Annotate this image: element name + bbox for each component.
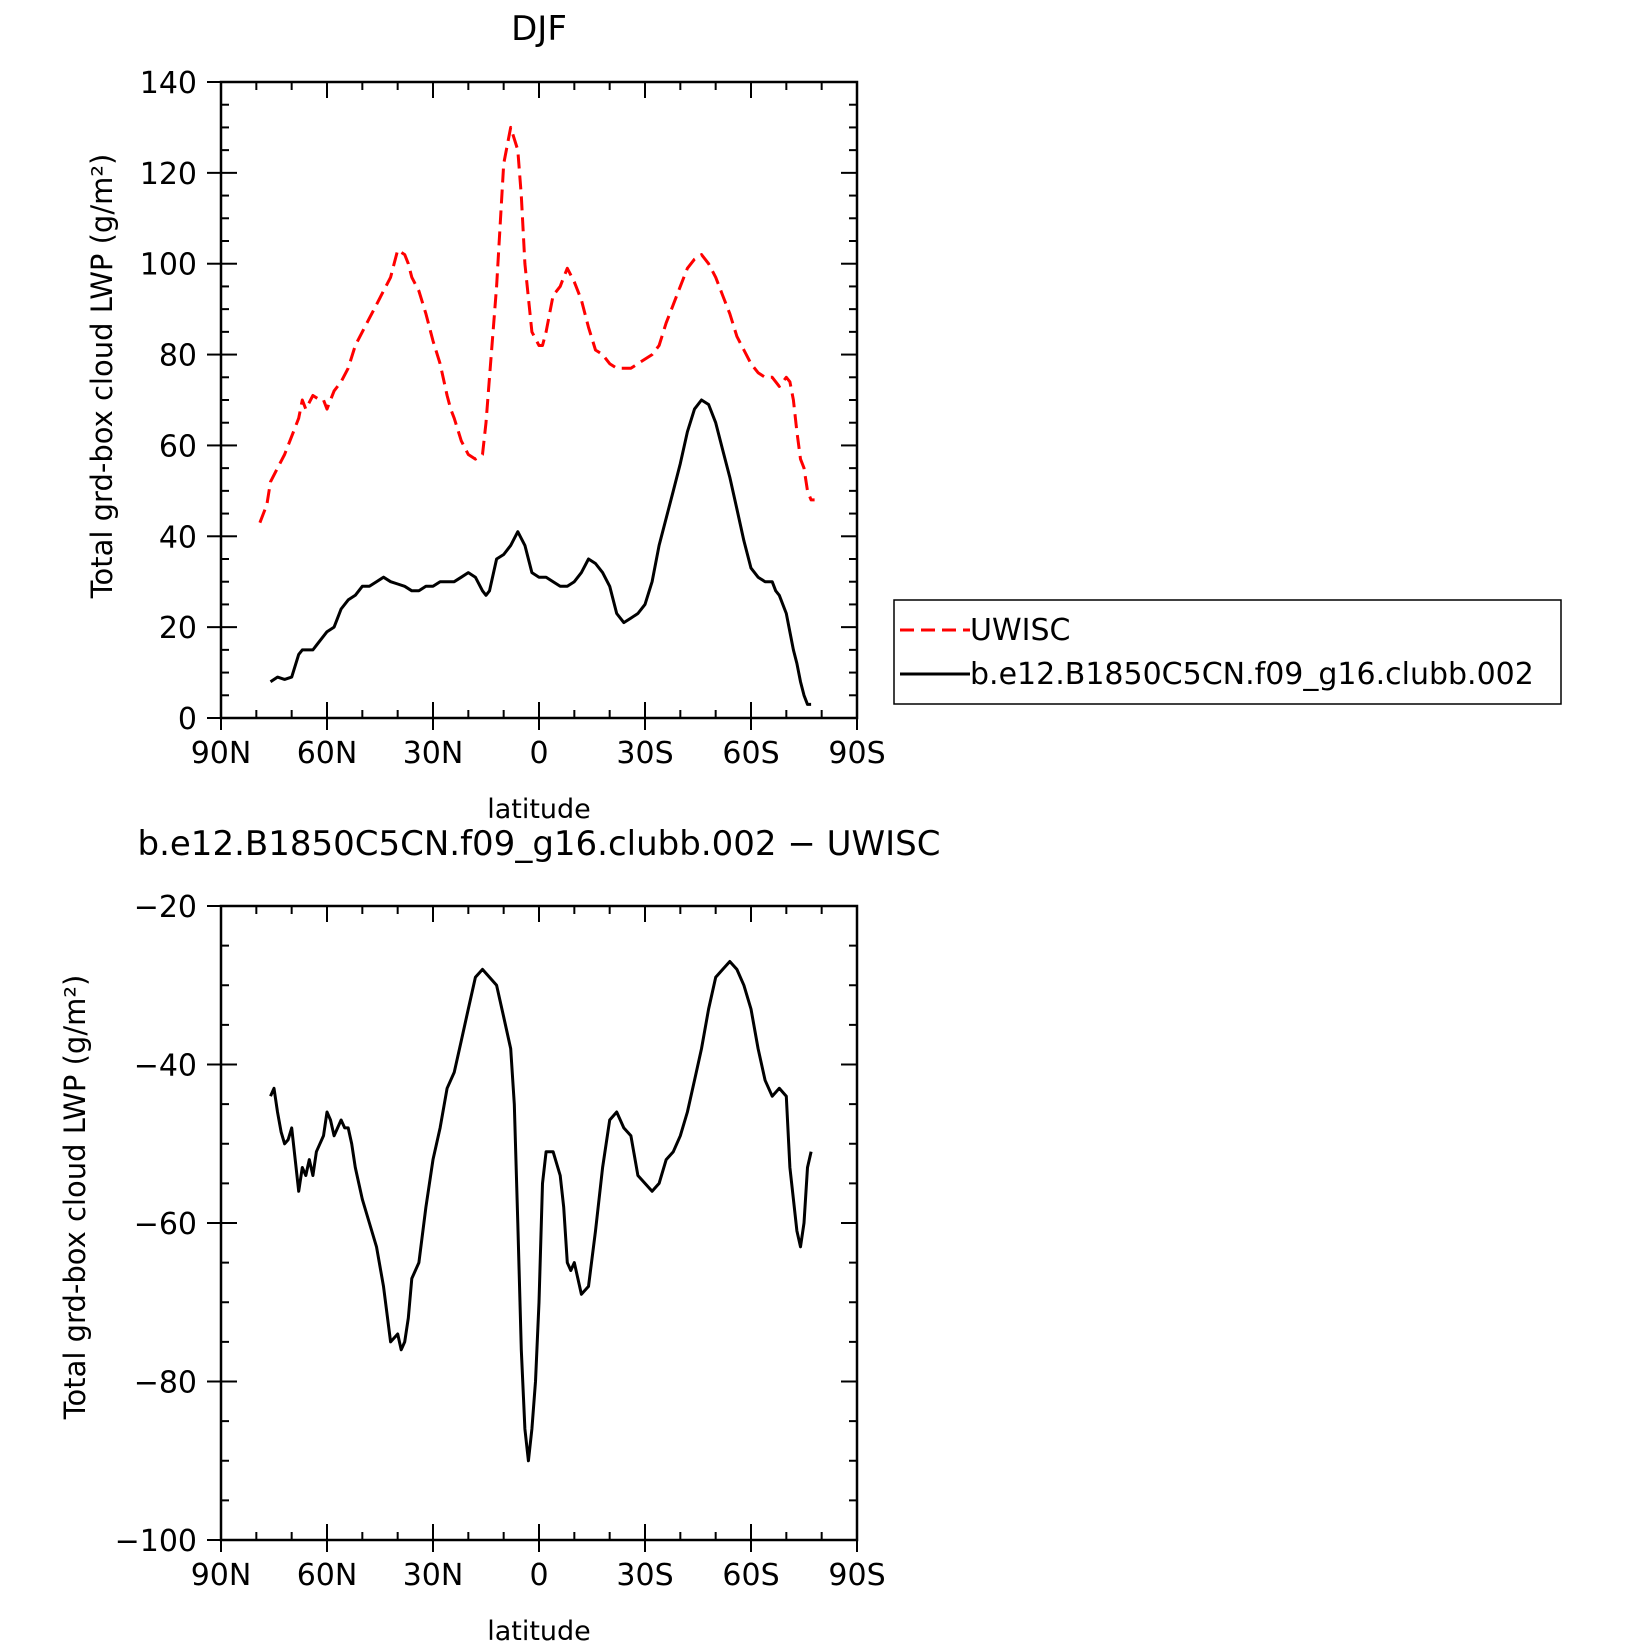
x-tick-label: 30S <box>616 736 673 771</box>
bottom-panel: b.e12.B1850C5CN.f09_g16.clubb.002 − UWIS… <box>58 824 940 1647</box>
top-title: DJF <box>511 9 567 49</box>
top-panel: DJF 90N 60N 30N 0 30S 60S 90S 0 20 40 60 80 100 120 14… <box>85 9 886 825</box>
x-tick-label: 30S <box>616 1558 673 1593</box>
y-tick-label: −100 <box>115 1524 197 1559</box>
x-tick-label: 90N <box>191 1558 252 1593</box>
bottom-plot-area: 90N 60N 30N 0 30S 60S 90S −100 −80 −60 −40 −20 <box>115 890 886 1593</box>
x-tick-label: 60S <box>722 736 779 771</box>
bottom-ylabel: Total grd-box cloud LWP (g/m²) <box>58 975 92 1421</box>
y-tick-label: 0 <box>178 702 197 737</box>
y-tick-label: 20 <box>159 611 197 646</box>
x-tick-label: 30N <box>403 736 464 771</box>
legend-box <box>893 599 1562 705</box>
y-tick-label: 100 <box>140 248 197 283</box>
y-tick-label: 140 <box>140 66 197 101</box>
x-tick-label: 90S <box>828 736 885 771</box>
x-tick-label: 0 <box>529 736 548 771</box>
plot-frame <box>219 80 859 720</box>
x-tick-label: 90N <box>191 736 252 771</box>
y-tick-label: 40 <box>159 520 197 555</box>
series-line-1-0 <box>269 960 813 1463</box>
x-tick-label: 60N <box>297 736 358 771</box>
x-tick-label: 30N <box>403 1558 464 1593</box>
legend-label-model: b.e12.B1850C5CN.f09_g16.clubb.002 <box>970 657 1534 692</box>
series-line-0-0 <box>258 125 815 524</box>
top-plot-area: 90N 60N 30N 0 30S 60S 90S 0 20 40 60 80 100 120 140 <box>140 66 886 771</box>
series-line-0-1 <box>269 398 812 706</box>
x-tick-label: 60S <box>722 1558 779 1593</box>
x-tick-label: 60N <box>297 1558 358 1593</box>
legend: UWISC b.e12.B1850C5CN.f09_g16.clubb.002 <box>893 599 1562 705</box>
legend-label-uwisc: UWISC <box>970 613 1070 648</box>
y-tick-label: 60 <box>159 429 197 464</box>
y-tick-label: −60 <box>134 1207 197 1242</box>
y-tick-label: 120 <box>140 157 197 192</box>
bottom-xlabel: latitude <box>487 1616 591 1647</box>
plot-frame <box>219 904 859 1542</box>
y-tick-label: −40 <box>134 1049 197 1084</box>
y-tick-label: 80 <box>159 339 197 374</box>
x-tick-label: 0 <box>529 1558 548 1593</box>
y-tick-label: −80 <box>134 1366 197 1401</box>
x-tick-label: 90S <box>828 1558 885 1593</box>
y-tick-label: −20 <box>134 890 197 925</box>
bottom-title: b.e12.B1850C5CN.f09_g16.clubb.002 − UWIS… <box>138 824 941 864</box>
top-xlabel: latitude <box>487 794 591 825</box>
top-ylabel: Total grd-box cloud LWP (g/m²) <box>85 154 119 600</box>
